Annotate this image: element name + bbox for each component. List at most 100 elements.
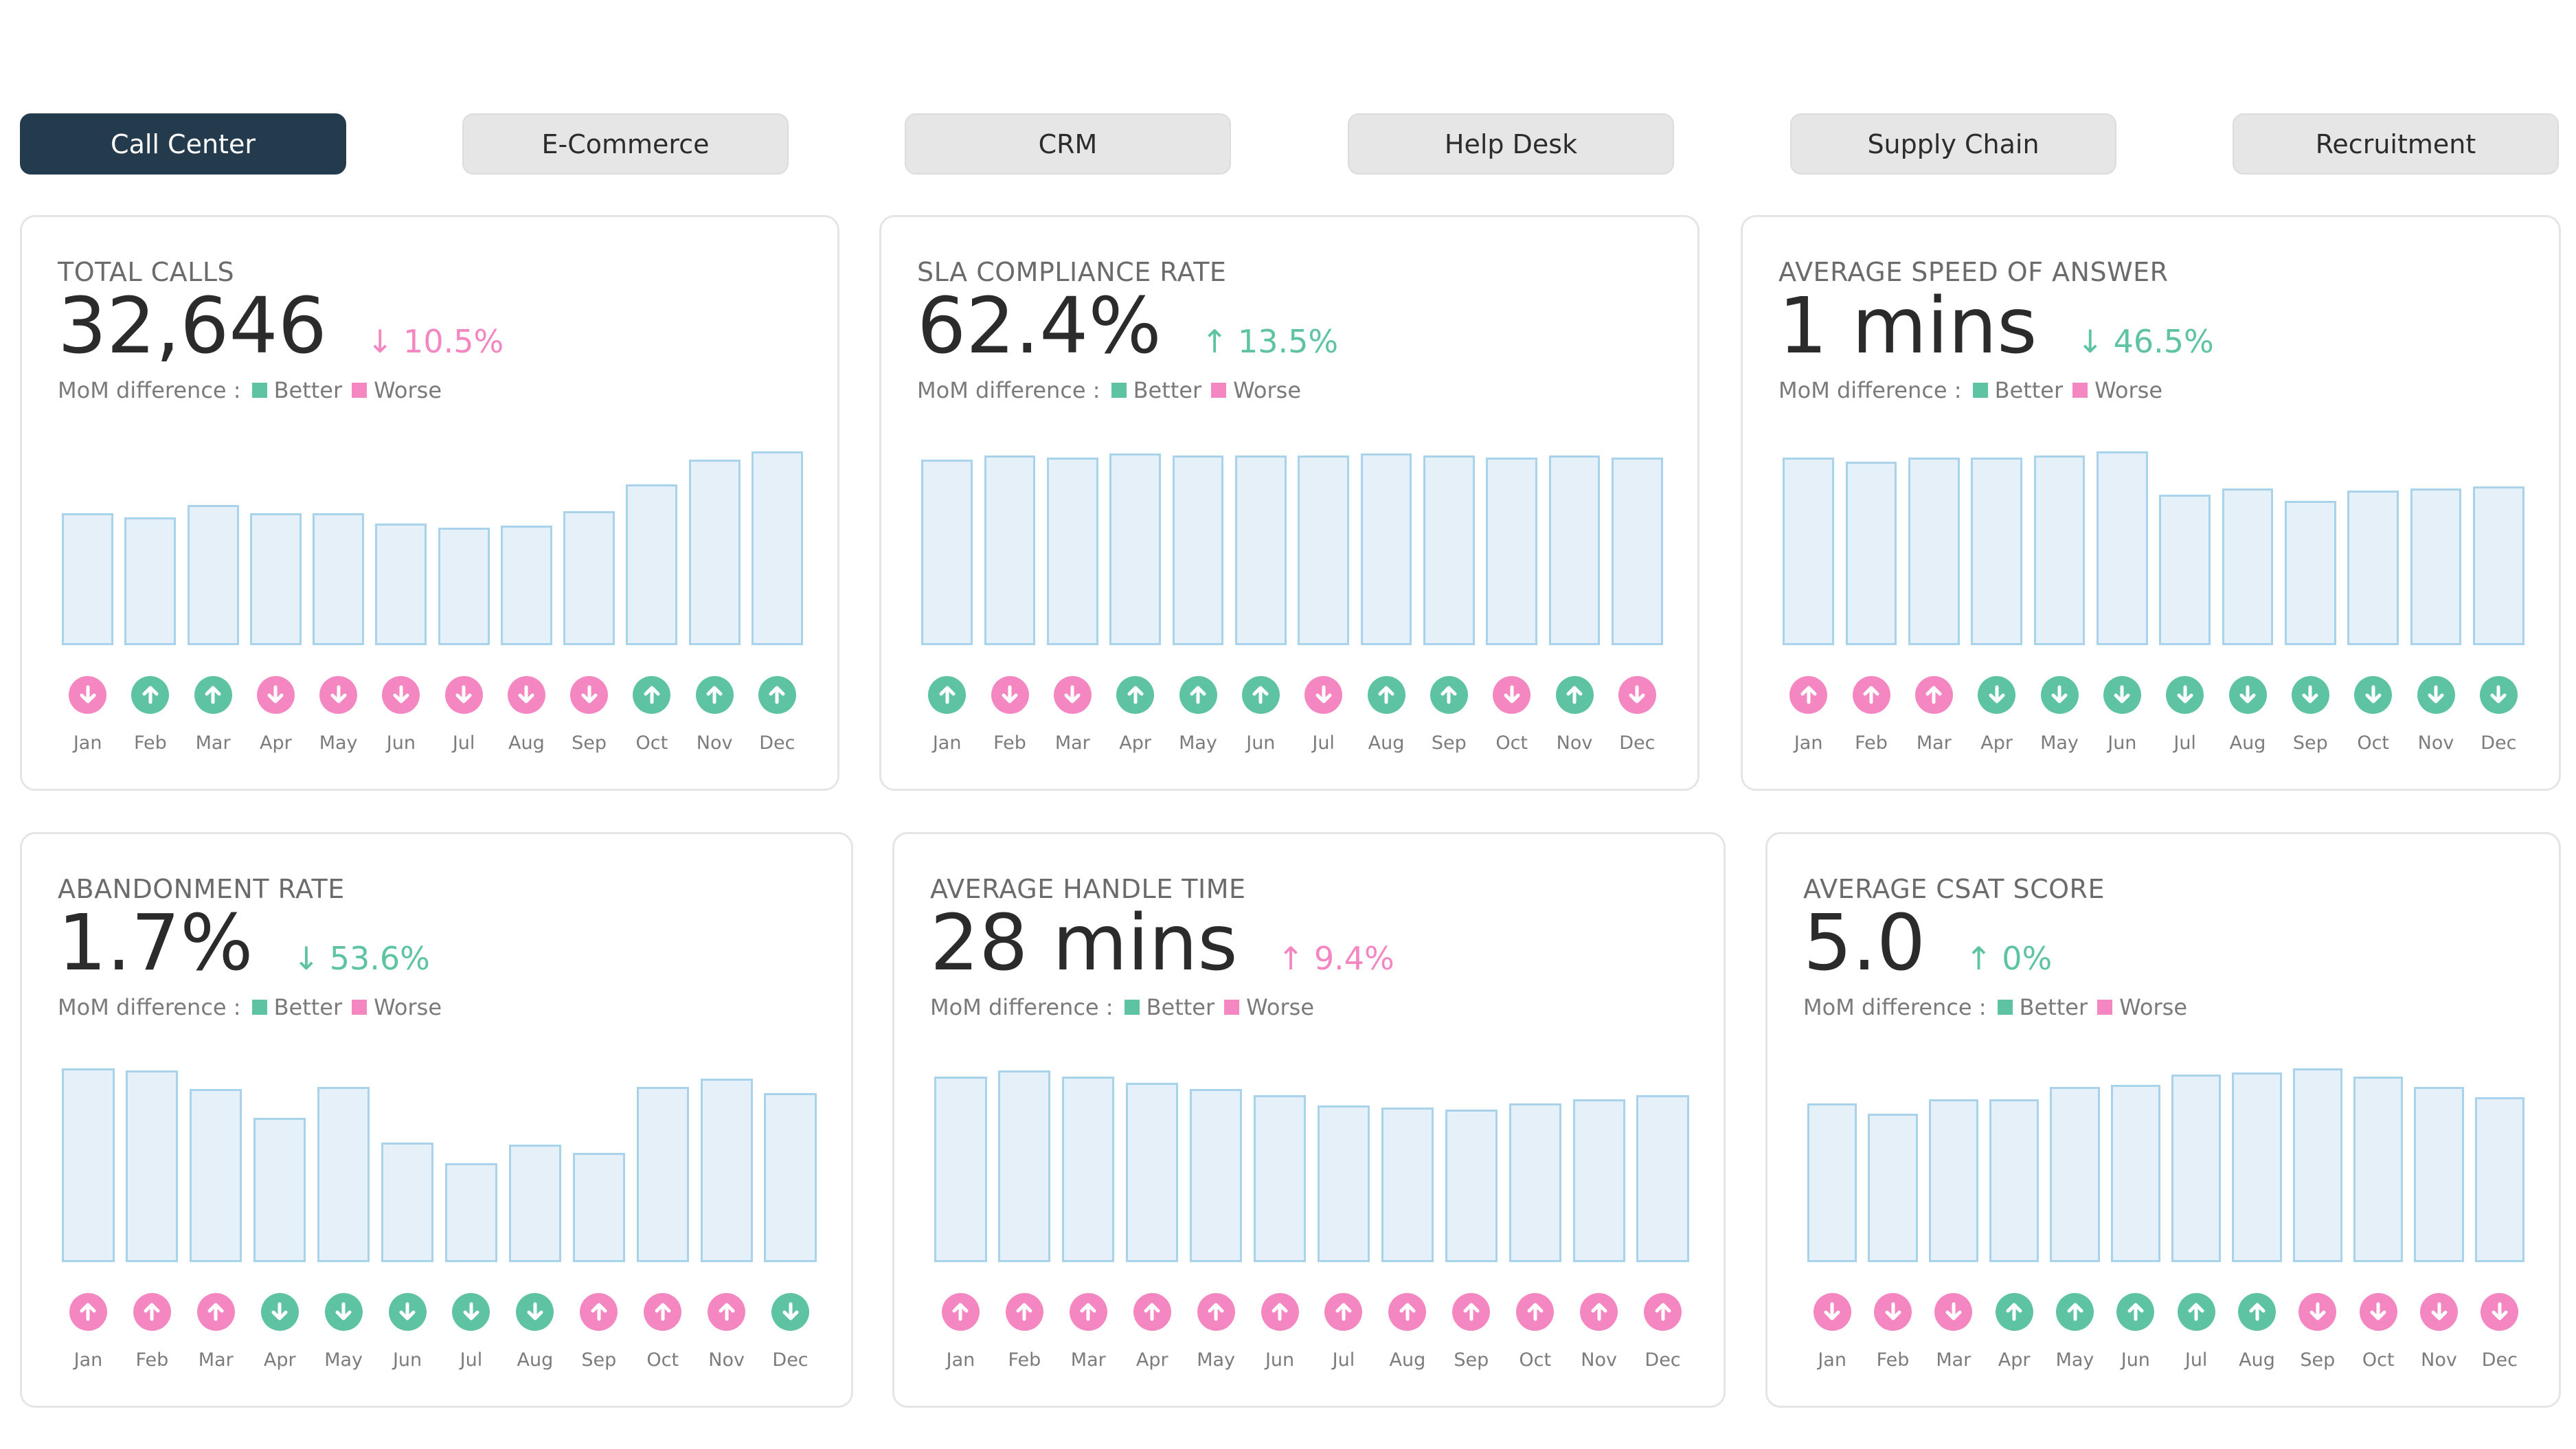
chart-bar — [1381, 1108, 1434, 1262]
arrow-up-icon — [1116, 675, 1155, 714]
legend-prefix: MoM difference : — [930, 994, 1114, 1020]
card-title: ABANDONMENT RATE — [58, 874, 345, 904]
arrow-up-icon — [1516, 1292, 1555, 1331]
month-label: Oct — [2362, 1349, 2395, 1371]
legend-better-swatch — [1972, 383, 1988, 398]
card-title: TOTAL CALLS — [58, 257, 235, 287]
month-label: Jul — [2173, 732, 2196, 754]
month-label: Mar — [1936, 1349, 1971, 1371]
month-label: Nov — [696, 732, 733, 754]
kpi-delta: ↑ 13.5% — [1201, 323, 1339, 360]
kpi-row: 32,646 ↓ 10.5% — [58, 288, 504, 365]
chart-bar — [438, 528, 490, 645]
arrow-up-icon — [1914, 675, 1953, 714]
chart-bar — [1486, 458, 1538, 645]
legend: MoM difference : Better Worse — [1803, 994, 2187, 1020]
card-title: AVERAGE HANDLE TIME — [930, 874, 1246, 904]
chart-bar — [1190, 1089, 1243, 1262]
legend-prefix: MoM difference : — [58, 377, 241, 403]
chart-bar — [700, 1079, 753, 1262]
chart-bar — [2232, 1072, 2282, 1262]
legend: MoM difference : Better Worse — [930, 994, 1314, 1020]
kpi-value: 1.7% — [58, 899, 253, 988]
chart-bar — [2474, 1097, 2525, 1262]
month-label: Mar — [1916, 732, 1952, 754]
tab-recruitment[interactable]: Recruitment — [2233, 113, 2559, 175]
arrow-up-icon — [580, 1292, 618, 1331]
kpi-value: 32,646 — [58, 282, 327, 371]
chart-bar — [62, 513, 114, 645]
arrow-down-icon — [1874, 1292, 1912, 1331]
kpi-value: 62.4% — [917, 282, 1162, 371]
arrow-down-icon — [2228, 675, 2267, 714]
arrow-down-icon — [516, 1292, 554, 1331]
month-label: Jan — [932, 732, 962, 754]
legend-better-swatch — [1124, 1000, 1140, 1015]
legend-prefix: MoM difference : — [917, 377, 1100, 403]
chart-bar — [1423, 456, 1475, 645]
arrow-up-icon — [1005, 1292, 1043, 1331]
month-label: Sep — [2300, 1349, 2336, 1371]
legend-better-swatch — [251, 1000, 267, 1015]
month-label: Jul — [1312, 732, 1335, 754]
arrow-up-icon — [1367, 675, 1405, 714]
arrow-down-icon — [570, 675, 609, 714]
chart-bar — [2222, 488, 2274, 645]
chart-bar — [2472, 486, 2524, 645]
tab-help-desk[interactable]: Help Desk — [1348, 113, 1674, 175]
chart-bar — [253, 1118, 306, 1262]
chart-bar — [998, 1070, 1051, 1262]
tab-crm[interactable]: CRM — [905, 113, 1231, 175]
arrow-down-icon — [1813, 1292, 1851, 1331]
month-label: Dec — [2481, 732, 2517, 754]
kpi-value: 1 mins — [1778, 282, 2037, 371]
arrow-down-icon — [2040, 675, 2079, 714]
month-label: Feb — [133, 732, 167, 754]
month-label: Jun — [386, 732, 416, 754]
chart-bar — [2110, 1085, 2161, 1262]
month-label: Feb — [1855, 732, 1888, 754]
kpi-row: 1 mins ↓ 46.5% — [1778, 288, 2214, 365]
arrow-up-icon — [1197, 1292, 1235, 1331]
legend: MoM difference : Better Worse — [1778, 377, 2162, 403]
arrow-up-icon — [1388, 1292, 1427, 1331]
month-label: Jun — [2121, 1349, 2150, 1371]
chart-bar — [1928, 1099, 1979, 1262]
kpi-row: 1.7% ↓ 53.6% — [58, 905, 430, 982]
legend-worse-label: Worse — [374, 377, 442, 403]
arrow-up-icon — [758, 675, 796, 714]
month-label: Aug — [2229, 732, 2266, 754]
tab-supply-chain[interactable]: Supply Chain — [1790, 113, 2116, 175]
chart-bar — [626, 484, 678, 645]
chart-bar — [2171, 1075, 2222, 1262]
arrow-down-icon — [382, 675, 420, 714]
chart-bar — [1868, 1114, 1918, 1262]
chart-bar — [1126, 1083, 1179, 1262]
arrow-down-icon — [1618, 675, 1656, 714]
chart-bar — [317, 1087, 370, 1262]
month-label: Jan — [1794, 732, 1823, 754]
chart-bar — [124, 517, 177, 645]
legend-worse-swatch — [352, 383, 368, 398]
month-label: Sep — [572, 732, 607, 754]
chart-bar — [2096, 451, 2148, 645]
arrow-down-icon — [2103, 675, 2141, 714]
arrow-down-icon — [2479, 675, 2518, 714]
tab-call-center[interactable]: Call Center — [20, 113, 346, 175]
arrow-down-icon — [256, 675, 295, 714]
chart-bar — [1971, 458, 2023, 645]
arrow-down-icon — [69, 675, 107, 714]
arrow-down-icon — [1304, 675, 1343, 714]
legend-better-label: Better — [2019, 994, 2088, 1020]
arrow-down-icon — [2481, 1292, 2519, 1331]
month-label: Sep — [1454, 1349, 1489, 1371]
tab-e-commerce[interactable]: E-Commerce — [462, 113, 789, 175]
chart-bar — [1253, 1095, 1307, 1262]
month-label: Sep — [581, 1349, 617, 1371]
chart-bar — [1611, 458, 1663, 645]
chart-bar — [984, 456, 1036, 645]
arrow-up-icon — [1789, 675, 1828, 714]
month-label: Oct — [1495, 732, 1528, 754]
month-label: Apr — [260, 732, 292, 754]
chart-bar — [1783, 458, 1835, 645]
